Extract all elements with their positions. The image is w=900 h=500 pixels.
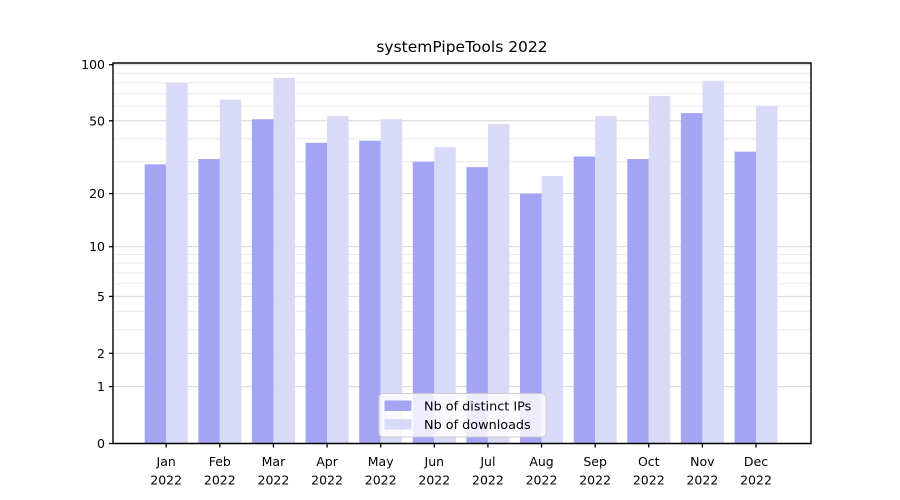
bar-downloads-jun bbox=[434, 147, 456, 444]
bar-downloads-dec bbox=[756, 106, 778, 444]
legend: Nb of distinct IPs Nb of downloads bbox=[378, 393, 547, 438]
y-axis-tick-label-0: 0 bbox=[97, 436, 105, 451]
bar-downloads-feb bbox=[219, 99, 242, 444]
y-axis-tick-label-1: 1 bbox=[97, 379, 105, 394]
legend-box bbox=[378, 393, 547, 438]
x-axis-year-label-sep: 2022 bbox=[579, 473, 611, 488]
y-axis-tick-label-100: 100 bbox=[81, 57, 105, 72]
x-axis-month-label-feb: Feb bbox=[209, 454, 231, 469]
y-axis-tick-label-10: 10 bbox=[89, 239, 105, 254]
bar-distinct-ips-dec bbox=[734, 151, 756, 444]
bar-distinct-ips-nov bbox=[680, 113, 703, 444]
x-axis-year-label-apr: 2022 bbox=[311, 473, 343, 488]
x-axis-month-label-jan: Jan bbox=[156, 454, 176, 469]
x-axis-year-label-may: 2022 bbox=[365, 473, 397, 488]
bar-downloads-jul bbox=[487, 124, 510, 444]
bar-downloads-nov bbox=[702, 80, 724, 444]
x-axis-month-label-mar: Mar bbox=[262, 454, 286, 469]
plot-border bbox=[112, 62, 812, 445]
bar-distinct-ips-aug bbox=[520, 193, 542, 444]
bar-distinct-ips-feb bbox=[198, 159, 220, 444]
axis-tick-labels: 0 1 2 5 10 20 50 100 Jan 2022 Feb 2022 Mar 2022 Apr 202… bbox=[81, 57, 772, 487]
x-axis-month-label-jun: Jun bbox=[424, 454, 445, 469]
x-axis-month-label-oct: Oct bbox=[638, 454, 660, 469]
x-axis-month-label-nov: Nov bbox=[690, 454, 715, 469]
x-axis-month-label-aug: Aug bbox=[529, 454, 553, 469]
x-axis-year-label-jul: 2022 bbox=[472, 473, 504, 488]
y-axis-tick-label-5: 5 bbox=[97, 289, 105, 304]
axes-spines-and-ticks bbox=[109, 62, 812, 448]
legend-swatch-distinct-ips bbox=[384, 400, 412, 411]
legend-label-distinct-ips: Nb of distinct IPs bbox=[424, 400, 532, 415]
x-axis-month-label-may: May bbox=[368, 454, 394, 469]
x-axis-month-label-jul: Jul bbox=[479, 454, 495, 469]
x-axis-year-label-jun: 2022 bbox=[418, 473, 450, 488]
bar-distinct-ips-apr bbox=[305, 142, 328, 444]
bar-downloads-aug bbox=[541, 176, 564, 444]
bar-series bbox=[144, 77, 778, 444]
x-axis-year-label-oct: 2022 bbox=[633, 473, 665, 488]
y-axis-tick-label-2: 2 bbox=[97, 346, 105, 361]
x-axis-month-label-apr: Apr bbox=[316, 454, 338, 469]
bar-distinct-ips-jan bbox=[144, 164, 167, 444]
x-axis-year-label-feb: 2022 bbox=[204, 473, 236, 488]
bar-distinct-ips-jul bbox=[466, 167, 488, 444]
y-axis-tick-label-50: 50 bbox=[89, 113, 105, 128]
x-axis-month-label-dec: Dec bbox=[744, 454, 768, 469]
bar-downloads-apr bbox=[327, 116, 349, 444]
bar-distinct-ips-oct bbox=[627, 159, 649, 444]
bar-downloads-may bbox=[380, 119, 403, 444]
x-axis-year-label-mar: 2022 bbox=[258, 473, 290, 488]
chart-title: systemPipeTools 2022 bbox=[376, 38, 547, 56]
y-axis-tick-label-20: 20 bbox=[89, 186, 105, 201]
x-axis-year-label-nov: 2022 bbox=[686, 473, 718, 488]
bar-downloads-jan bbox=[166, 82, 188, 444]
bar-downloads-sep bbox=[595, 116, 617, 444]
bar-distinct-ips-may bbox=[359, 140, 381, 444]
x-axis-month-label-sep: Sep bbox=[583, 454, 607, 469]
bar-distinct-ips-sep bbox=[573, 156, 596, 444]
bar-downloads-mar bbox=[273, 77, 295, 444]
bar-distinct-ips-jun bbox=[412, 161, 435, 444]
x-axis-year-label-aug: 2022 bbox=[526, 473, 558, 488]
x-axis-year-label-dec: 2022 bbox=[740, 473, 772, 488]
legend-swatch-downloads bbox=[384, 419, 412, 430]
bar-downloads-oct bbox=[648, 95, 671, 444]
x-axis-year-label-jan: 2022 bbox=[150, 473, 182, 488]
legend-label-downloads: Nb of downloads bbox=[424, 418, 531, 433]
bar-distinct-ips-mar bbox=[251, 119, 274, 444]
